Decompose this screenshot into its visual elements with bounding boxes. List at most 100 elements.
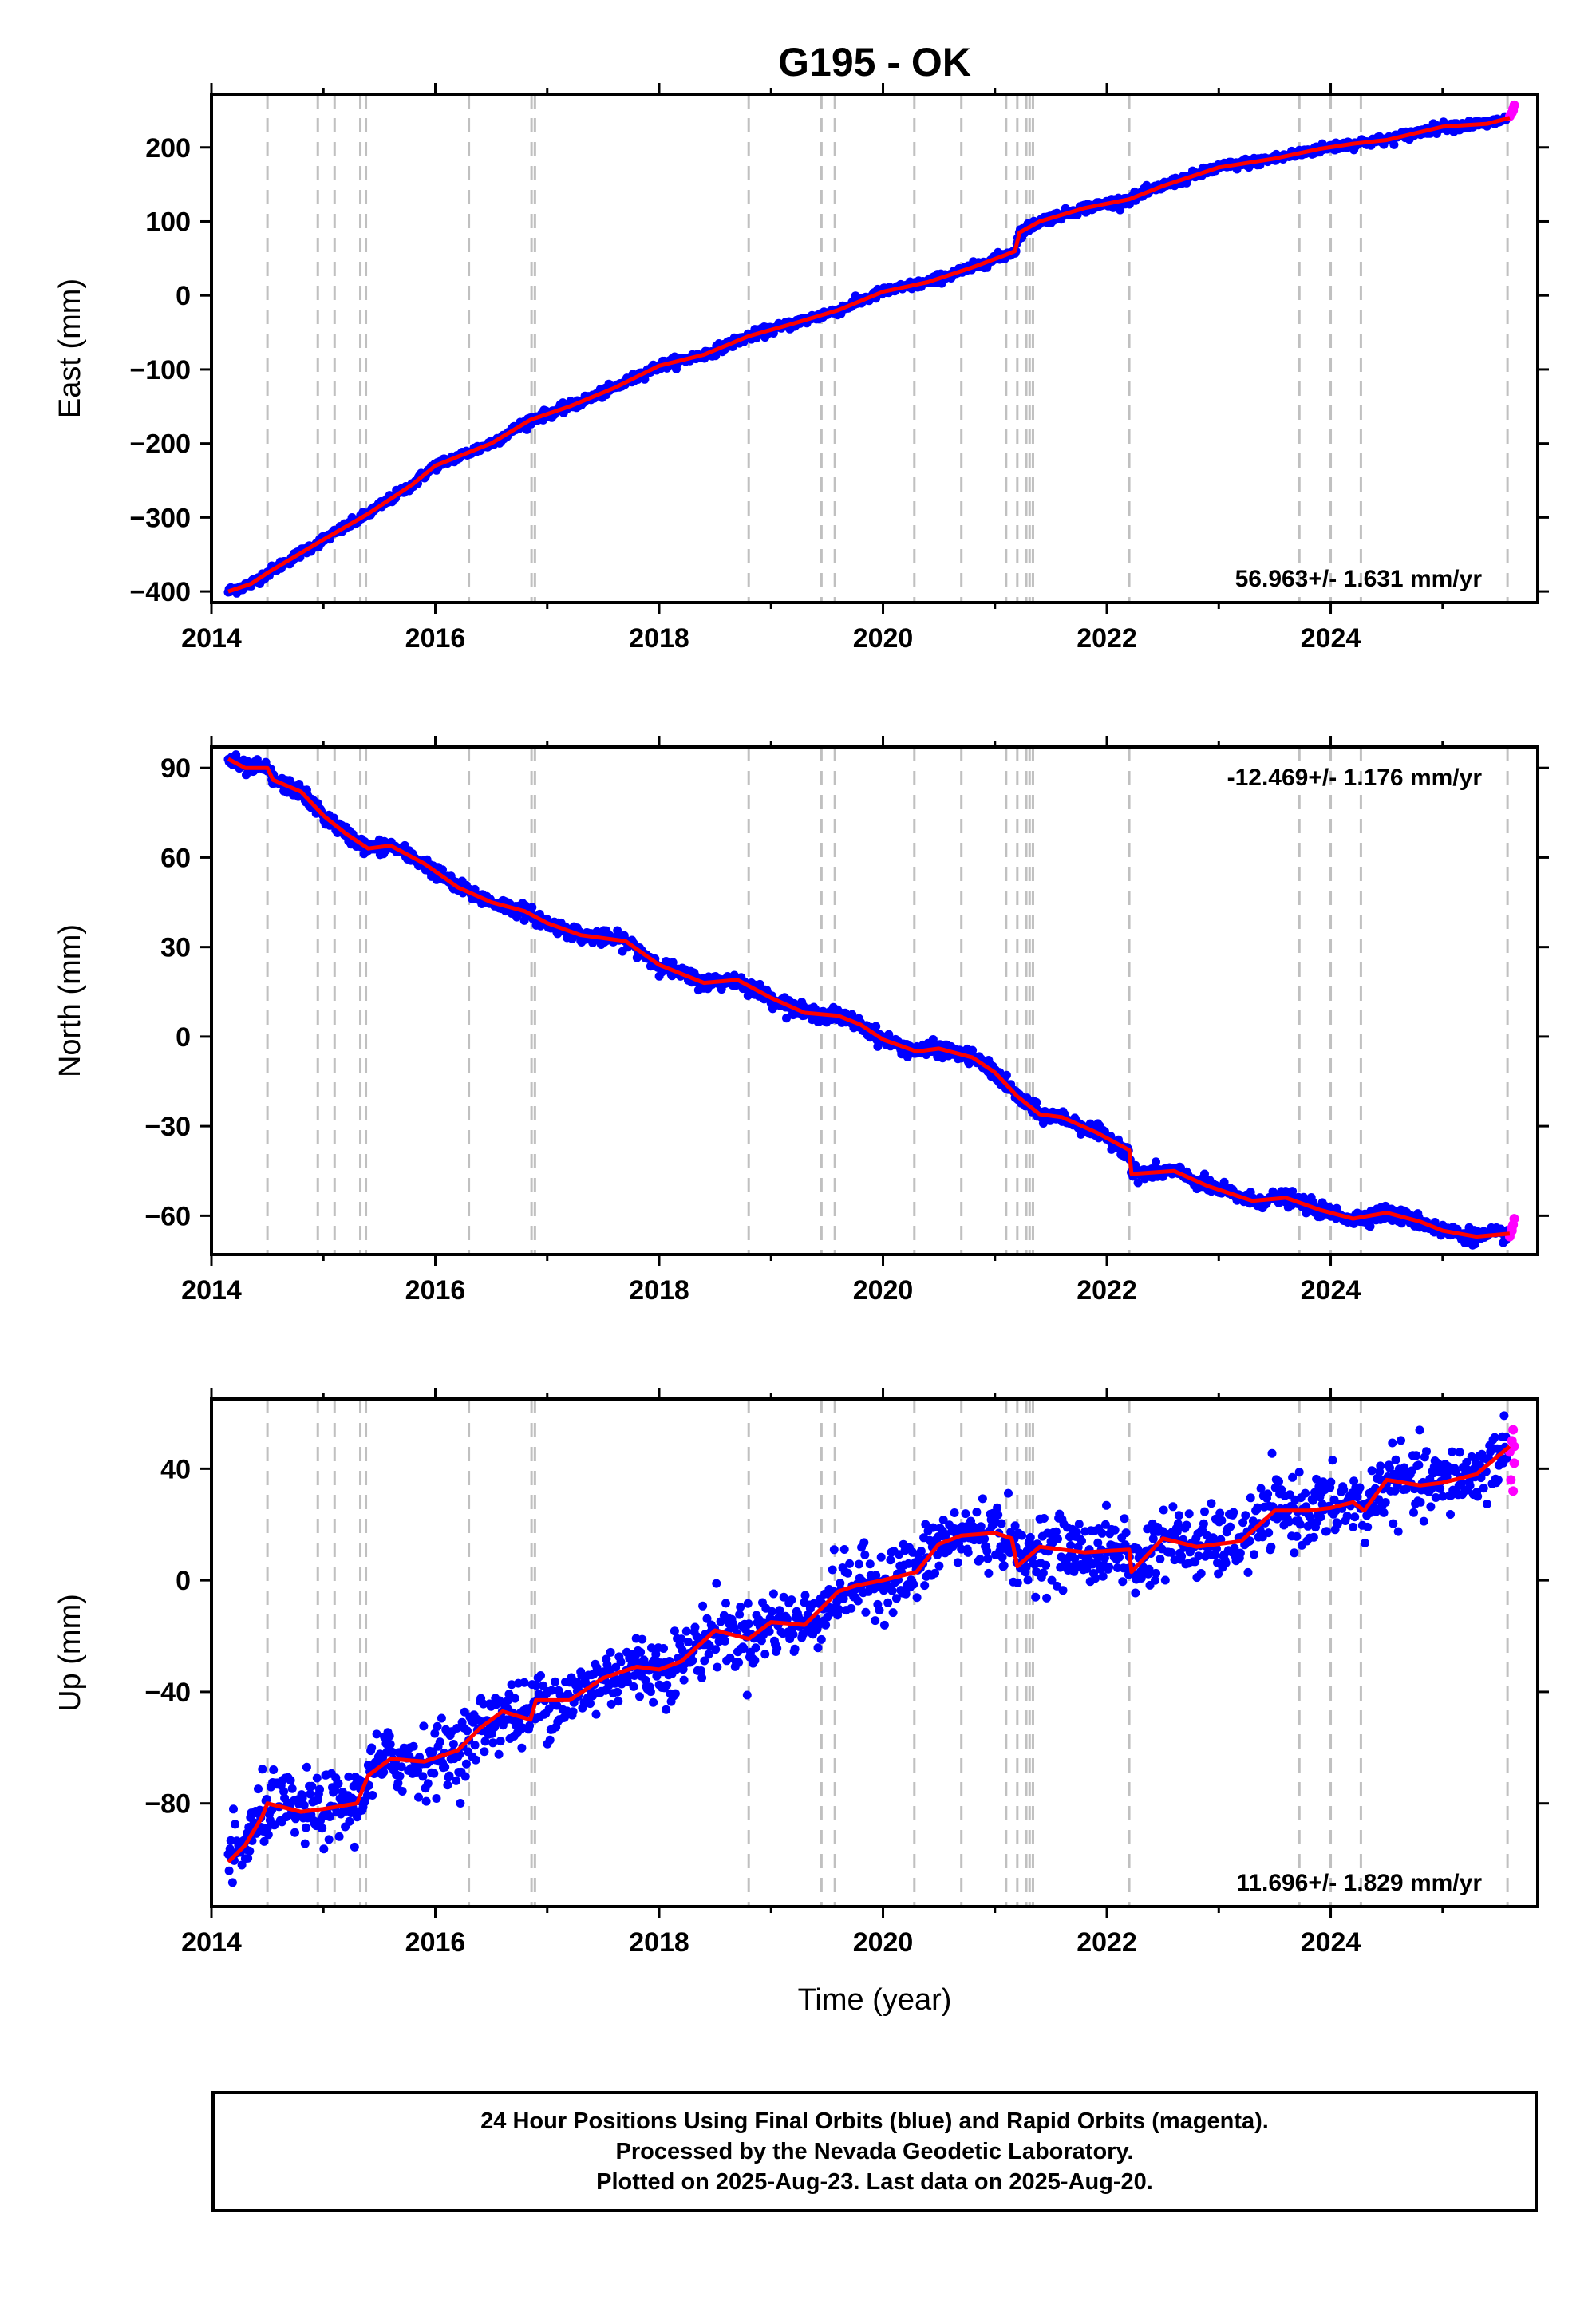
data-point (751, 1643, 760, 1653)
y-tick-label: −400 (129, 577, 191, 607)
data-point (1321, 1527, 1331, 1536)
data-point (1038, 1568, 1048, 1578)
data-point (519, 1678, 529, 1687)
data-point (1499, 1411, 1509, 1421)
data-point (315, 1784, 324, 1794)
data-point (1414, 1460, 1424, 1470)
data-point (1214, 1569, 1223, 1579)
data-point (418, 1772, 428, 1781)
data-point (270, 1820, 279, 1830)
data-point (875, 1606, 884, 1615)
x-tick-label: 2020 (853, 1927, 914, 1958)
data-point (647, 1643, 656, 1653)
data-point (909, 1579, 918, 1589)
data-point (760, 1650, 770, 1659)
data-point (938, 1516, 948, 1524)
data-point (721, 1636, 729, 1646)
data-point (488, 1738, 498, 1748)
data-point (507, 1680, 516, 1690)
x-axis-label: Time (year) (798, 1983, 952, 2017)
data-point (861, 1607, 871, 1617)
data-point (385, 1740, 395, 1749)
data-point (367, 1743, 377, 1753)
data-point (245, 1846, 255, 1856)
data-point (1215, 1508, 1225, 1518)
data-point (1301, 1488, 1310, 1498)
data-point (888, 1608, 898, 1618)
data-point (299, 1800, 309, 1810)
data-point (510, 1694, 519, 1703)
data-point (1396, 1436, 1405, 1445)
data-point (1151, 1575, 1159, 1585)
data-point (269, 1765, 279, 1774)
data-point (413, 1766, 422, 1775)
data-point (980, 1534, 990, 1543)
data-point (928, 1035, 938, 1044)
data-point (839, 1545, 849, 1554)
data-point (697, 1666, 705, 1675)
data-point (1385, 1463, 1394, 1472)
data-point (711, 1645, 721, 1654)
data-point (1006, 1528, 1016, 1537)
data-point (1219, 1177, 1229, 1187)
data-point (440, 1762, 450, 1772)
x-tick-label: 2024 (1301, 1275, 1361, 1306)
data-point (1376, 1461, 1385, 1471)
x-tick-label: 2016 (405, 1927, 466, 1958)
model-line (227, 757, 1511, 1239)
data-point (613, 1687, 622, 1697)
y-tick-label: −300 (129, 503, 191, 533)
data-point (460, 1772, 470, 1781)
data-point (912, 1593, 922, 1603)
plot-frame (210, 93, 1539, 604)
data-point (1448, 1447, 1457, 1456)
data-point (1308, 1496, 1317, 1505)
data-point (334, 1779, 343, 1788)
data-point (1235, 1548, 1245, 1558)
data-point (1393, 1527, 1403, 1536)
data-point (1070, 1554, 1080, 1563)
data-point (1039, 1514, 1049, 1523)
data-point (267, 1805, 277, 1815)
data-point (279, 1787, 289, 1796)
data-point (225, 1844, 235, 1854)
data-point (345, 1816, 354, 1826)
data-point (443, 1780, 452, 1790)
x-tick-label: 2022 (1077, 1275, 1137, 1306)
data-point (616, 1658, 626, 1666)
data-point (1422, 1447, 1431, 1456)
data-point (1266, 1542, 1276, 1551)
x-tick-label: 2014 (181, 1275, 242, 1306)
data-point (1209, 1535, 1219, 1544)
data-point (783, 1614, 792, 1624)
plot-frame (210, 1397, 1539, 1908)
data-point (350, 1842, 359, 1852)
data-point (843, 1568, 852, 1578)
data-point (1292, 1531, 1302, 1541)
data-point (975, 1555, 985, 1564)
data-point (835, 1605, 844, 1614)
footer-line-3: Plotted on 2025-Aug-23. Last data on 202… (596, 2169, 1153, 2195)
y-tick-label: 100 (145, 207, 191, 237)
data-point (1263, 1489, 1273, 1499)
y-tick-label: 30 (160, 933, 191, 963)
rapid-point (1508, 1425, 1519, 1435)
rate-label: 56.963+/- 1.631 mm/yr (1235, 566, 1483, 592)
data-point (767, 1607, 776, 1616)
data-point (259, 1836, 269, 1846)
data-point (456, 1799, 465, 1808)
data-point (463, 1726, 472, 1736)
data-point (432, 1794, 441, 1803)
data-point (1328, 1456, 1337, 1465)
data-point (1473, 1492, 1483, 1501)
data-point (606, 1647, 615, 1657)
data-point (1066, 1541, 1076, 1550)
data-point (681, 1626, 691, 1636)
data-point (1013, 1578, 1022, 1587)
x-tick-label: 2024 (1301, 623, 1361, 654)
data-point (662, 1680, 672, 1690)
data-point (1312, 1474, 1321, 1484)
data-point (1349, 1522, 1358, 1531)
footer-line-2: Processed by the Nevada Geodetic Laborat… (615, 2139, 1134, 2164)
